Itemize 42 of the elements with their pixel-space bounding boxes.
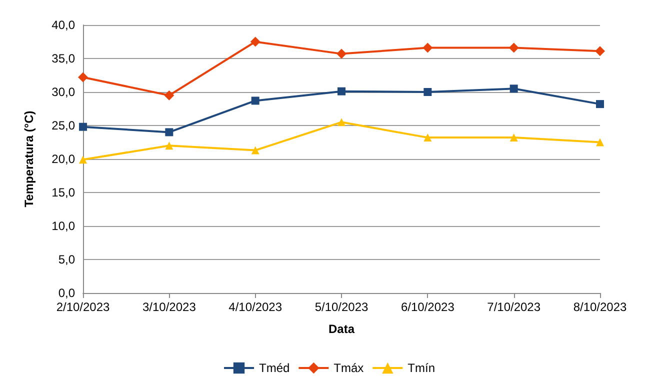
point (165, 142, 174, 150)
point (78, 72, 88, 82)
y-tick-label: 25,0 (52, 118, 76, 132)
point (508, 42, 519, 53)
y-axis-title: Temperatura (°C) (22, 110, 36, 208)
x-tick-label: 2/10/2023 (56, 300, 110, 314)
y-tick-label: 35,0 (52, 52, 76, 66)
x-tick-label: 3/10/2023 (142, 300, 196, 314)
point (595, 46, 605, 56)
point (510, 134, 518, 142)
legend-label: Tmáx (334, 361, 364, 375)
point (336, 48, 346, 59)
point (79, 122, 87, 131)
point (251, 146, 260, 154)
x-tick-label: 6/10/2023 (400, 300, 455, 314)
point (79, 156, 87, 164)
point (596, 138, 604, 146)
point (596, 100, 604, 108)
point (338, 118, 346, 126)
x-tick-label: 8/10/2023 (573, 300, 628, 314)
y-tick-label: 0,0 (58, 286, 76, 300)
legend-label: Tmín (408, 361, 436, 375)
y-tick-label: 40,0 (52, 18, 76, 32)
x-tick-label: 5/10/2023 (314, 300, 369, 314)
point (422, 42, 433, 53)
x-tick-label: 4/10/2023 (228, 300, 282, 314)
x-axis-title: Data (328, 322, 355, 336)
point (164, 90, 174, 100)
point (424, 134, 432, 142)
point (250, 36, 260, 47)
y-tick-label: 10,0 (52, 219, 76, 233)
point (338, 87, 346, 96)
y-tick-label: 20,0 (52, 152, 76, 166)
point (510, 84, 518, 93)
point (424, 88, 432, 96)
y-tick-label: 30,0 (52, 85, 76, 99)
y-tick-label: 5,0 (58, 252, 76, 266)
point (251, 96, 260, 105)
x-tick-label: 7/10/2023 (487, 300, 541, 314)
y-tick-label: 15,0 (52, 186, 76, 200)
point (165, 128, 174, 136)
legend-label: Tméd (258, 361, 290, 375)
